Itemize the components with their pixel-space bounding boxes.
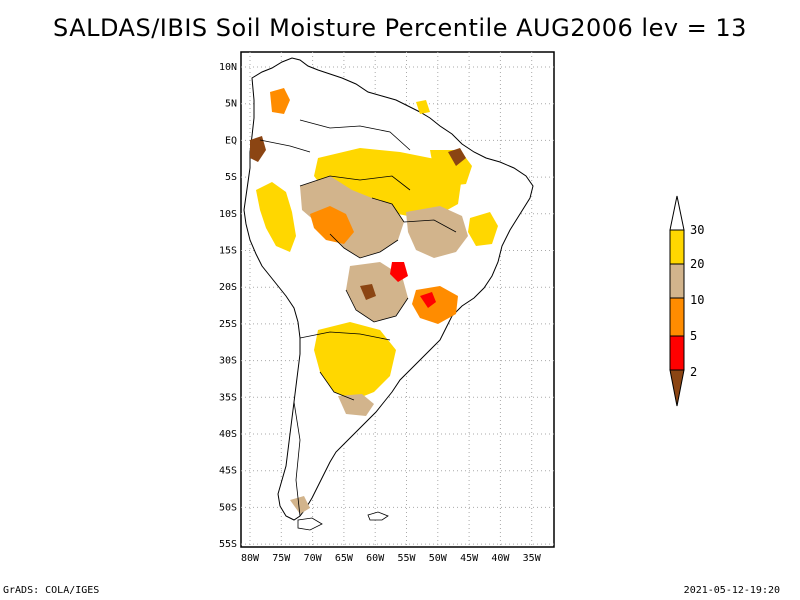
- footer-credit: GrADS: COLA/IGES: [3, 585, 100, 596]
- lat-tick-label: 50S: [219, 502, 237, 513]
- legend-swatch-20-30: [669, 229, 685, 265]
- lon-tick-label: 45W: [460, 553, 479, 564]
- tierra-del-fuego: [297, 517, 323, 531]
- country-borders: [259, 119, 457, 517]
- legend-cap-bottom: [669, 369, 685, 407]
- legend-swatch-10-20: [669, 263, 685, 299]
- map-frame: [240, 51, 555, 548]
- legend-label-2: 2: [690, 365, 697, 379]
- lat-tick-label: 25S: [219, 319, 237, 330]
- lon-tick-label: 55W: [397, 553, 416, 564]
- axis-tick-labels: 10N 5N EQ 5S 10S 15S 20S 25S 30S 35S 40S 45S 50S 55S 8…: [219, 62, 542, 564]
- lat-tick-label: 15S: [219, 246, 237, 257]
- lon-tick-label: 75W: [272, 553, 291, 564]
- legend-label-5: 5: [690, 329, 697, 343]
- lon-tick-label: 60W: [366, 553, 385, 564]
- lon-tick-label: 40W: [491, 553, 510, 564]
- lon-tick-label: 65W: [335, 553, 354, 564]
- legend-colorbar: 30 20 10 5 2: [669, 195, 704, 407]
- lat-tick-label: 30S: [219, 356, 237, 367]
- lon-tick-label: 70W: [304, 553, 323, 564]
- lon-tick-label: 50W: [429, 553, 448, 564]
- lat-tick-label: 5S: [225, 172, 237, 183]
- lon-tick-label: 80W: [241, 553, 260, 564]
- legend-swatch-5-10: [669, 297, 685, 337]
- lat-tick-label: 10S: [219, 209, 237, 220]
- lat-tick-label: 20S: [219, 282, 237, 293]
- lat-tick-label: 40S: [219, 429, 237, 440]
- legend-swatch-2-5: [669, 335, 685, 371]
- legend-label-20: 20: [690, 257, 704, 271]
- lat-tick-label: 45S: [219, 466, 237, 477]
- legend-label-10: 10: [690, 293, 704, 307]
- legend-cap-top: [669, 195, 685, 231]
- legend-label-30: 30: [690, 223, 704, 237]
- lat-tick-label: 10N: [219, 62, 237, 73]
- lat-tick-label: 55S: [219, 539, 237, 550]
- map-title: SALDAS/IBIS Soil Moisture Percentile AUG…: [53, 14, 747, 42]
- falkland-islands: [367, 511, 389, 521]
- lat-tick-label: EQ: [225, 135, 237, 146]
- moisture-field: [250, 88, 498, 514]
- lat-tick-label: 5N: [225, 99, 237, 110]
- footer-timestamp: 2021-05-12-19:20: [683, 585, 780, 596]
- lat-tick-label: 35S: [219, 392, 237, 403]
- lon-tick-label: 35W: [523, 553, 542, 564]
- graticule: [241, 52, 554, 547]
